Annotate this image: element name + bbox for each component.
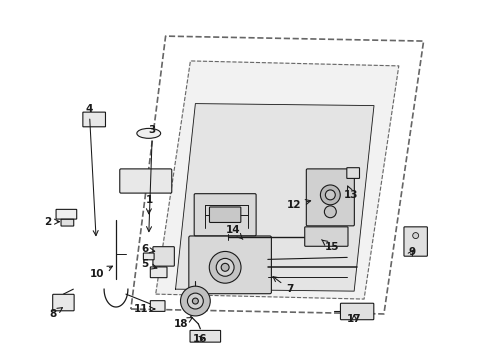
Circle shape: [221, 264, 229, 271]
Text: 1: 1: [145, 195, 152, 214]
FancyBboxPatch shape: [150, 301, 164, 311]
FancyBboxPatch shape: [209, 207, 240, 222]
Text: 4: 4: [85, 104, 98, 235]
FancyBboxPatch shape: [82, 112, 105, 127]
Text: 7: 7: [272, 276, 293, 294]
FancyBboxPatch shape: [150, 267, 167, 278]
Text: 14: 14: [225, 225, 243, 239]
Polygon shape: [155, 61, 398, 299]
Text: 17: 17: [346, 314, 361, 324]
FancyBboxPatch shape: [188, 236, 271, 294]
FancyBboxPatch shape: [346, 168, 359, 179]
Ellipse shape: [137, 129, 161, 138]
Circle shape: [325, 190, 335, 200]
Circle shape: [192, 298, 198, 304]
Polygon shape: [175, 104, 373, 291]
Text: 16: 16: [193, 334, 207, 344]
Text: 8: 8: [49, 308, 62, 319]
Text: 18: 18: [174, 318, 192, 329]
FancyBboxPatch shape: [53, 294, 74, 311]
FancyBboxPatch shape: [190, 330, 220, 342]
Circle shape: [412, 233, 418, 239]
FancyBboxPatch shape: [143, 253, 154, 260]
Text: 12: 12: [286, 199, 310, 210]
Text: 3: 3: [146, 125, 156, 231]
Circle shape: [209, 251, 241, 283]
Text: 5: 5: [141, 259, 157, 269]
FancyBboxPatch shape: [304, 227, 347, 246]
FancyBboxPatch shape: [153, 247, 174, 266]
Text: 2: 2: [44, 217, 60, 227]
Text: 6: 6: [141, 244, 154, 255]
FancyBboxPatch shape: [56, 210, 77, 219]
FancyBboxPatch shape: [305, 169, 354, 226]
FancyBboxPatch shape: [61, 219, 74, 226]
FancyBboxPatch shape: [194, 194, 256, 236]
Circle shape: [216, 258, 234, 276]
Circle shape: [320, 185, 340, 205]
FancyBboxPatch shape: [403, 227, 427, 256]
Text: 10: 10: [89, 266, 112, 279]
Circle shape: [324, 206, 336, 218]
Circle shape: [187, 293, 203, 309]
Text: 9: 9: [407, 247, 414, 257]
Text: 11: 11: [134, 304, 154, 314]
FancyBboxPatch shape: [120, 169, 171, 193]
Text: 15: 15: [321, 240, 338, 252]
Text: 13: 13: [344, 186, 358, 200]
Circle shape: [180, 286, 210, 316]
FancyBboxPatch shape: [340, 303, 373, 320]
